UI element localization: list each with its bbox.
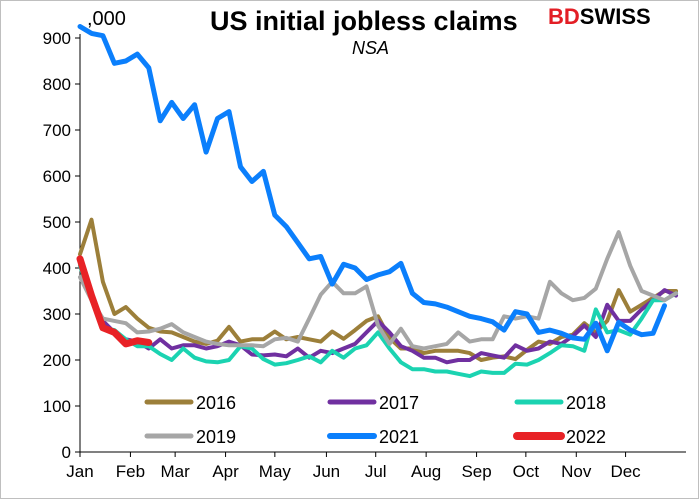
logo-swiss: SWISS (579, 4, 651, 29)
y-tick-label-400: 400 (43, 259, 71, 278)
legend-label-2022: 2022 (566, 427, 606, 447)
axes: 0 100 200 300 400 500 600 700 800 900 Jan Feb Mar Apr… (43, 29, 686, 481)
x-tick-label-nov: Nov (561, 462, 592, 481)
x-tick-label-aug: Aug (411, 462, 441, 481)
x-tick-label-may: May (259, 462, 292, 481)
logo-bd: BD (548, 4, 580, 29)
chart-subtitle: NSA (352, 38, 390, 58)
y-tick-label-800: 800 (43, 75, 71, 94)
x-tick-label-dec: Dec (610, 462, 641, 481)
y-tick-label-100: 100 (43, 397, 71, 416)
legend-label-2018: 2018 (566, 393, 606, 413)
x-tick-label-jan: Jan (66, 462, 93, 481)
y-tick-label-900: 900 (43, 29, 71, 48)
x-tick-label-mar: Mar (160, 462, 190, 481)
y-tick-label-700: 700 (43, 121, 71, 140)
y-tick-label-200: 200 (43, 351, 71, 370)
series-layer (76, 24, 678, 379)
legend-label-2016: 2016 (196, 393, 236, 413)
x-tick-label-oct: Oct (513, 462, 540, 481)
series-line-2019 (78, 230, 678, 351)
series-line-2018 (78, 263, 678, 379)
series-line-2021 (77, 24, 667, 354)
y-tick-label-500: 500 (43, 213, 71, 232)
x-tick-label-apr: Apr (212, 462, 239, 481)
legend-label-2017: 2017 (379, 393, 419, 413)
legend-label-2021: 2021 (379, 427, 419, 447)
y-tick-label-300: 300 (43, 305, 71, 324)
x-tick-label-feb: Feb (116, 462, 145, 481)
x-tick-label-jul: Jul (365, 462, 387, 481)
legend: 2016 2017 2018 2019 2021 2022 (144, 393, 606, 447)
chart-title: US initial jobless claims (210, 6, 518, 36)
y-tick-label-600: 600 (43, 167, 71, 186)
x-tick-label-jun: Jun (313, 462, 340, 481)
y-units-label: ,000 (87, 8, 126, 30)
y-tick-label-0: 0 (62, 443, 71, 462)
series-line-2022 (76, 255, 153, 348)
bdswiss-logo: BDSWISS (548, 4, 651, 30)
x-tick-label-sep: Sep (461, 462, 491, 481)
legend-label-2019: 2019 (196, 427, 236, 447)
